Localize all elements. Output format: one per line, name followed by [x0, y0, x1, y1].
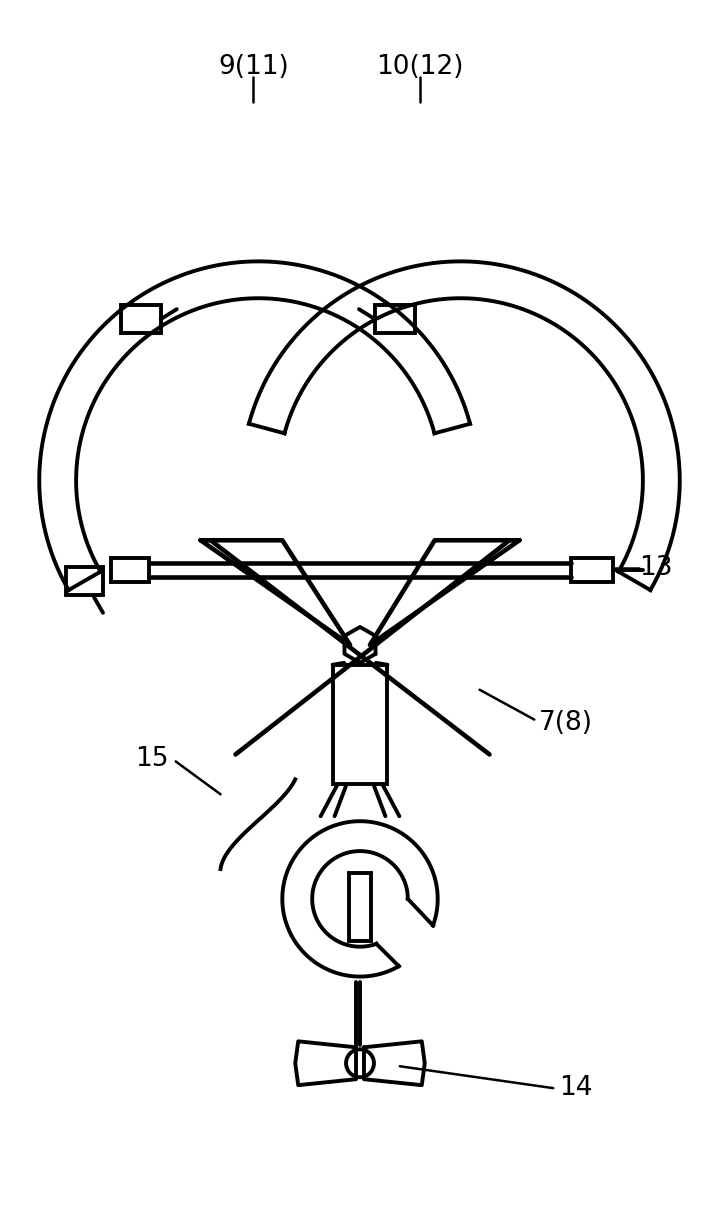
Bar — [333, 665, 388, 785]
Bar — [111, 558, 149, 583]
Text: 13: 13 — [639, 556, 672, 581]
Bar — [571, 558, 613, 583]
Text: 10(12): 10(12) — [376, 54, 464, 80]
Circle shape — [346, 1049, 374, 1077]
Bar — [65, 567, 104, 595]
Text: 14: 14 — [559, 1075, 592, 1102]
Text: 7(8): 7(8) — [539, 710, 593, 736]
Text: 9(11): 9(11) — [218, 54, 289, 80]
Bar — [121, 305, 161, 333]
Text: 15: 15 — [135, 747, 169, 772]
Bar — [375, 305, 415, 333]
Bar — [349, 873, 371, 941]
